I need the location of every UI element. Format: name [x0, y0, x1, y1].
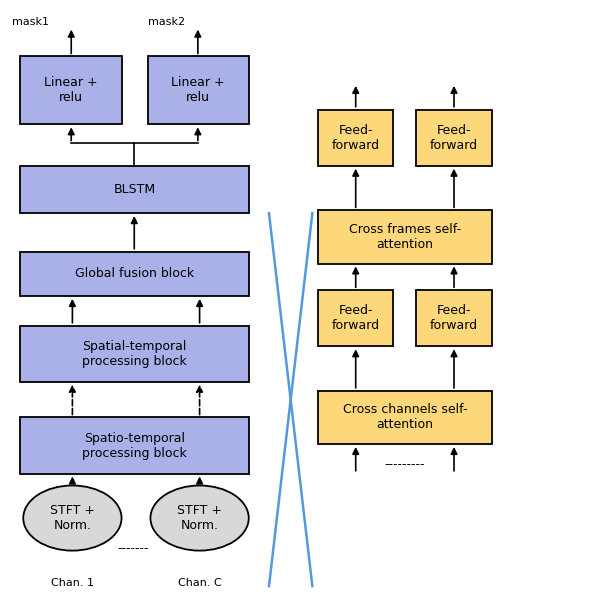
Text: Chan. C: Chan. C: [178, 578, 221, 588]
Text: STFT +
Norm.: STFT + Norm.: [50, 504, 95, 532]
FancyBboxPatch shape: [318, 210, 491, 263]
Ellipse shape: [23, 486, 122, 551]
Text: -------: -------: [117, 542, 149, 555]
Text: Spatio-temporal
processing block: Spatio-temporal processing block: [82, 431, 187, 460]
Text: Cross frames self-
attention: Cross frames self- attention: [349, 223, 461, 251]
Text: Feed-
forward: Feed- forward: [332, 124, 380, 152]
Text: Cross channels self-
attention: Cross channels self- attention: [343, 403, 467, 431]
Text: Feed-
forward: Feed- forward: [332, 304, 380, 332]
Text: Chan. 1: Chan. 1: [51, 578, 94, 588]
Text: Linear +
relu: Linear + relu: [44, 76, 98, 104]
Text: BLSTM: BLSTM: [113, 183, 156, 196]
FancyBboxPatch shape: [318, 109, 394, 166]
Text: Global fusion block: Global fusion block: [75, 268, 194, 280]
Text: mask2: mask2: [148, 17, 185, 27]
FancyBboxPatch shape: [20, 56, 122, 124]
FancyBboxPatch shape: [20, 326, 249, 382]
Text: Linear +
relu: Linear + relu: [171, 76, 225, 104]
FancyBboxPatch shape: [20, 166, 249, 213]
Text: Feed-
forward: Feed- forward: [430, 124, 478, 152]
FancyBboxPatch shape: [417, 290, 491, 346]
FancyBboxPatch shape: [148, 56, 249, 124]
Text: mask1: mask1: [12, 17, 49, 27]
Text: Feed-
forward: Feed- forward: [430, 304, 478, 332]
Text: Spatial-temporal
processing block: Spatial-temporal processing block: [82, 340, 187, 368]
FancyBboxPatch shape: [417, 109, 491, 166]
FancyBboxPatch shape: [20, 417, 249, 474]
Text: ---------: ---------: [385, 458, 425, 471]
FancyBboxPatch shape: [318, 391, 491, 444]
Text: STFT +
Norm.: STFT + Norm.: [177, 504, 222, 532]
FancyBboxPatch shape: [20, 252, 249, 296]
FancyBboxPatch shape: [318, 290, 394, 346]
Ellipse shape: [150, 486, 249, 551]
